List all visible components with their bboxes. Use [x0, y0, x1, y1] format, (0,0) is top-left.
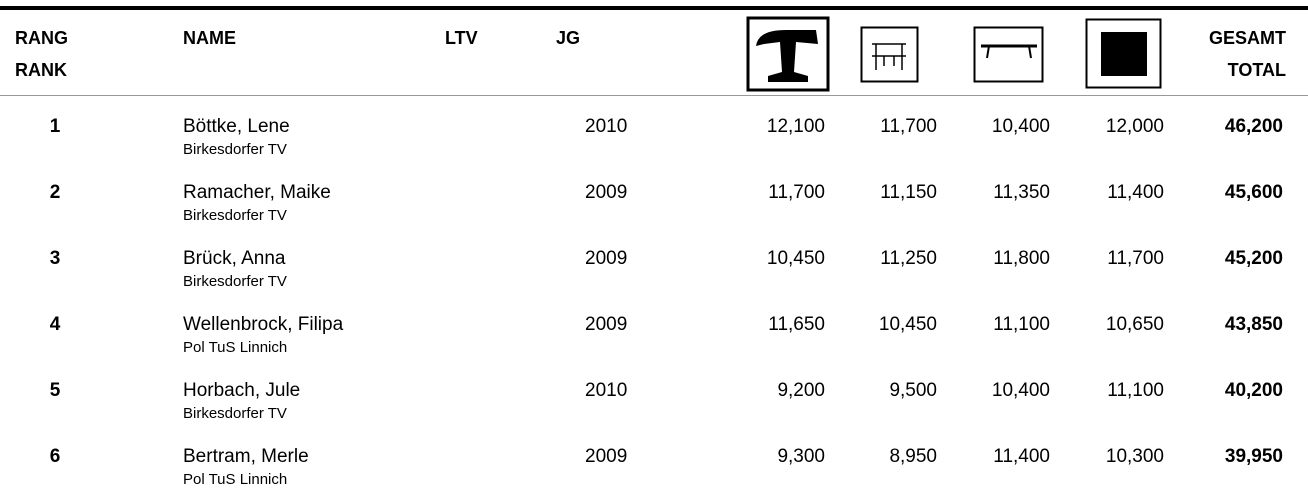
- score: 11,150: [880, 182, 937, 203]
- beam-icon: [973, 26, 1044, 83]
- birth-year: 2009: [585, 314, 628, 335]
- total: 40,200: [1224, 380, 1283, 401]
- rank-header-en: RANK: [15, 60, 67, 80]
- athlete-name: Böttke, Lene: [183, 116, 290, 137]
- score: 11,100: [993, 314, 1050, 335]
- score: 9,300: [777, 446, 825, 467]
- score: 10,450: [766, 248, 825, 269]
- score: 11,800: [993, 248, 1050, 269]
- total: 45,200: [1224, 248, 1283, 269]
- score: 10,400: [991, 116, 1050, 137]
- top-rule: [0, 6, 1308, 10]
- athlete-name: Horbach, Jule: [183, 380, 301, 401]
- total-header-en: TOTAL: [1227, 60, 1286, 80]
- athlete-name: Bertram, Merle: [183, 446, 309, 467]
- score: 11,700: [1107, 248, 1164, 269]
- score: 11,250: [880, 248, 937, 269]
- name-header: NAME: [183, 28, 236, 48]
- rank: 6: [49, 446, 61, 467]
- club: Birkesdorfer TV: [183, 141, 287, 158]
- rank-header: RANG RANK: [15, 22, 68, 86]
- score: 11,100: [1107, 380, 1164, 401]
- score: 11,350: [993, 182, 1050, 203]
- athlete-name: Brück, Anna: [183, 248, 286, 269]
- score: 12,100: [766, 116, 825, 137]
- score: 9,200: [777, 380, 825, 401]
- athlete-name: Ramacher, Maike: [183, 182, 331, 203]
- header-rule: [0, 95, 1308, 96]
- total: 43,850: [1224, 314, 1283, 335]
- total-header-de: GESAMT: [1208, 28, 1286, 48]
- score: 8,950: [889, 446, 937, 467]
- vault-icon: [746, 16, 830, 92]
- total-header: GESAMT TOTAL: [1209, 22, 1286, 86]
- club: Pol TuS Linnich: [183, 471, 288, 488]
- club: Pol TuS Linnich: [183, 339, 288, 356]
- score: 11,400: [1107, 182, 1164, 203]
- score: 12,000: [1105, 116, 1164, 137]
- rank: 4: [49, 314, 61, 335]
- rank-header-de: RANG: [15, 28, 68, 48]
- total: 46,200: [1224, 116, 1283, 137]
- rank: 3: [49, 248, 61, 269]
- total: 45,600: [1224, 182, 1283, 203]
- total: 39,950: [1224, 446, 1283, 467]
- score: 10,400: [991, 380, 1050, 401]
- club: Birkesdorfer TV: [183, 405, 287, 422]
- bars-icon: [860, 26, 919, 83]
- score: 11,650: [768, 314, 825, 335]
- birth-year: 2010: [585, 116, 628, 137]
- athlete-name: Wellenbrock, Filipa: [183, 314, 344, 335]
- rank: 2: [49, 182, 61, 203]
- club: Birkesdorfer TV: [183, 207, 287, 224]
- birth-year: 2009: [585, 248, 628, 269]
- ltv-header: LTV: [445, 28, 478, 48]
- score: 10,450: [878, 314, 937, 335]
- score: 11,700: [768, 182, 825, 203]
- score: 11,400: [993, 446, 1050, 467]
- score: 9,500: [889, 380, 937, 401]
- score: 10,650: [1105, 314, 1164, 335]
- birth-year: 2009: [585, 446, 628, 467]
- score: 11,700: [880, 116, 937, 137]
- jg-header: JG: [556, 28, 581, 48]
- rank: 1: [49, 116, 61, 137]
- birth-year: 2010: [585, 380, 628, 401]
- club: Birkesdorfer TV: [183, 273, 287, 290]
- birth-year: 2009: [585, 182, 628, 203]
- floor-icon: [1085, 18, 1162, 89]
- score: 10,300: [1105, 446, 1164, 467]
- rank: 5: [49, 380, 61, 401]
